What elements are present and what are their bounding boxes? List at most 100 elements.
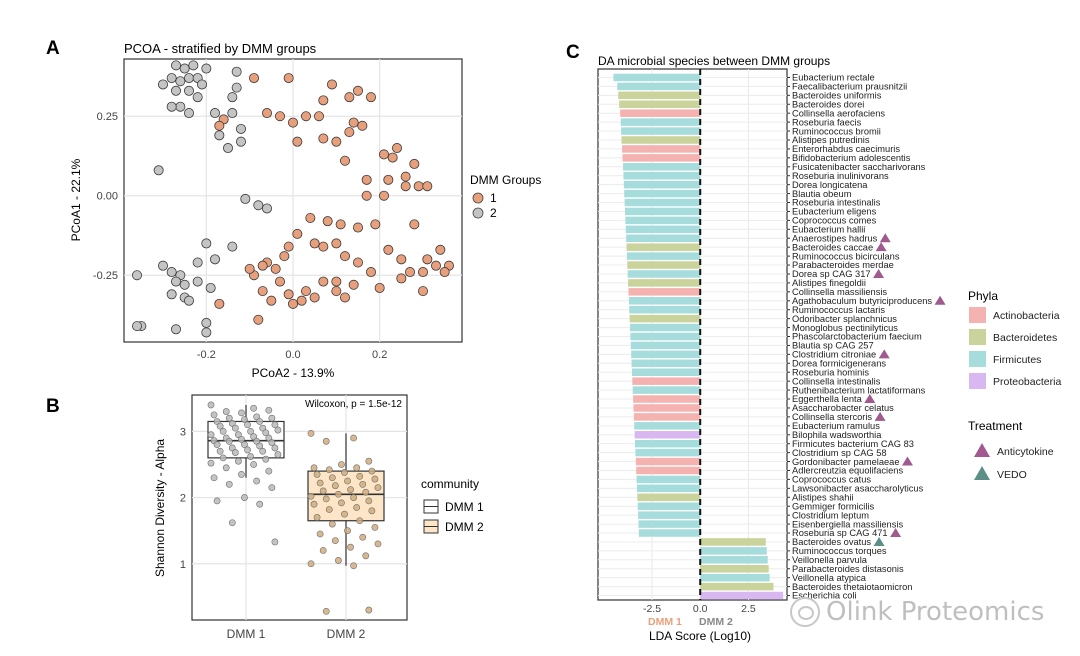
pcoa-point-group-1 (365, 92, 376, 103)
pcoa-point-group-1 (409, 219, 420, 230)
pcoa-point-group-1 (344, 92, 355, 103)
pcoa-point-group-1 (287, 117, 298, 128)
lda-bar (621, 136, 701, 144)
box-point (365, 606, 373, 614)
box-point (207, 401, 215, 409)
box-point (316, 479, 324, 487)
pcoa-point-group-2 (227, 92, 238, 103)
pcoa-y-tick-label: -0.25 (93, 270, 118, 282)
lda-species-label: Roseburia faecis (792, 117, 862, 127)
lda-species-label: Gordonibacter pamelaeae (792, 457, 900, 467)
pcoa-point-group-1 (253, 314, 264, 325)
box-point (325, 506, 333, 513)
box-point (338, 499, 345, 507)
box-point (307, 560, 315, 568)
phyla-legend-title: Phyla (968, 289, 998, 303)
lda-bar (630, 341, 701, 350)
box-point (347, 543, 354, 551)
box-point (325, 466, 333, 474)
pcoa-point-group-2 (179, 279, 190, 290)
pcoa-point-group-1 (296, 295, 307, 306)
box-point (213, 418, 221, 425)
pcoa-point-group-1 (352, 222, 363, 233)
box-point (265, 406, 273, 414)
lda-species-label: Roseburia hominis (792, 367, 869, 377)
pcoa-point-group-2 (166, 267, 177, 278)
box-y-tick-label: 1 (180, 559, 186, 571)
lda-species-label: Roseburia intestinalis (792, 198, 881, 208)
pcoa-point-group-2 (192, 92, 203, 103)
lda-species-label: Adlercreutzia equolifaciens (792, 466, 903, 476)
phyla-legend-label: Firmicutes (993, 354, 1041, 366)
lda-species-label: Eggerthella lenta (792, 394, 863, 404)
pcoa-point-group-2 (205, 282, 216, 293)
pcoa-point-group-2 (131, 321, 142, 332)
box-point (210, 474, 218, 482)
pcoa-point-group-1 (292, 228, 303, 239)
box-point (228, 420, 236, 427)
pcoa-point-group-1 (391, 143, 402, 154)
pcoa-point-group-1 (318, 95, 329, 106)
lda-species-label: Enterorhabdus caecimuris (792, 144, 900, 154)
lda-species-label: Collinsella stercoris (792, 412, 872, 422)
lda-bar (628, 279, 701, 287)
lda-bar (626, 234, 701, 242)
lda-bar (627, 261, 701, 269)
box-point (219, 454, 227, 462)
lda-bar (620, 118, 701, 126)
treatment-legend-icon (974, 443, 990, 457)
lda-species-label: Eisenbergiella massiliensis (792, 519, 903, 529)
box-point (241, 416, 248, 423)
pcoa-point-group-1 (322, 216, 333, 227)
lda-bar (634, 422, 701, 430)
lda-bar (618, 91, 701, 100)
pcoa-x-tick-label: 0.2 (372, 349, 387, 361)
pcoa-point-group-2 (175, 101, 186, 112)
pcoa-y-label: PCoA1 - 22.1% (69, 158, 83, 241)
box-point (359, 533, 367, 541)
box-point (313, 514, 321, 521)
panel-c: C DA microbial species between DMM group… (566, 42, 1061, 643)
lda-species-label: Eubacterium rectale (792, 73, 875, 83)
lda-bar (617, 82, 701, 91)
lda-species-label: Bacteroides dorei (792, 99, 864, 109)
box-point (256, 418, 264, 425)
lda-bar (700, 538, 766, 546)
box-point (307, 429, 315, 437)
pcoa-point-group-1 (352, 85, 363, 96)
box-point (244, 446, 251, 454)
pcoa-point-group-1 (214, 120, 225, 131)
pcoa-legend-title: DMM Groups (470, 173, 541, 187)
pcoa-legend-swatch-1 (472, 192, 484, 204)
lda-bar (625, 216, 701, 225)
pcoa-point-group-1 (326, 79, 337, 90)
lda-bar (631, 368, 701, 376)
lda-bar (627, 270, 701, 278)
lda-species-label: Blautia sp CAG 257 (792, 341, 874, 351)
box-point (344, 477, 351, 485)
lda-species-label: Collinsella aerofaciens (792, 108, 885, 118)
lda-bar (634, 431, 701, 439)
pcoa-point-group-2 (209, 254, 220, 265)
pcoa-point-group-1 (409, 158, 420, 169)
box-point (228, 519, 236, 527)
treatment-triangle-icon (902, 456, 913, 466)
box-point (353, 504, 361, 511)
box-point (228, 444, 236, 452)
pcoa-point-group-2 (192, 276, 203, 287)
lda-species-label: Alistipes putredinis (792, 135, 870, 145)
box-point (365, 497, 373, 505)
lda-bar (630, 332, 701, 341)
box-point (259, 424, 267, 432)
pcoa-x-label: PCoA2 - 13.9% (252, 366, 335, 380)
box-x-tick-label: DMM 2 (327, 627, 366, 641)
box-point (316, 530, 324, 538)
box-point (310, 464, 318, 472)
lda-species-label: Agathobaculum butyriciproducens (792, 296, 932, 306)
box-point (265, 434, 273, 442)
lda-bar (631, 359, 701, 368)
pcoa-point-group-1 (378, 149, 389, 160)
box-point (271, 444, 279, 452)
box-legend-title: community (421, 477, 479, 491)
pcoa-point-group-1 (283, 73, 294, 84)
